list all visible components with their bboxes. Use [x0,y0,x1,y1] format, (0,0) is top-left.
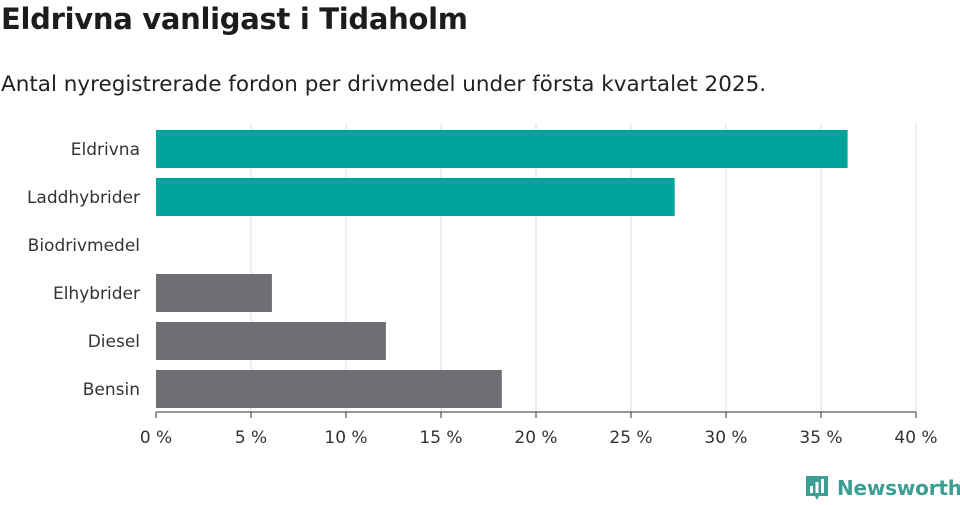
x-tick-label: 20 % [514,428,557,448]
category-label: Diesel [88,332,140,352]
bar-eldrivna [156,130,848,168]
category-label: Biodrivmedel [28,236,140,256]
chart-subtitle: Antal nyregistrerade fordon per drivmede… [1,72,767,97]
category-label: Eldrivna [71,140,140,160]
brand-name: Newsworthy [837,476,960,500]
category-label: Laddhybrider [27,188,140,208]
x-tick-label: 10 % [324,428,367,448]
chart-title: Eldrivna vanligast i Tidaholm [1,2,468,36]
x-tick-label: 25 % [609,428,652,448]
brand-logo: Newsworthy [804,474,960,502]
category-label: Elhybrider [53,284,140,304]
x-tick-label: 0 % [140,428,172,448]
bars [156,130,848,408]
bar-bensin [156,370,502,408]
x-tick-label: 15 % [419,428,462,448]
bar-diesel [156,322,386,360]
category-labels: Eldrivna Laddhybrider Biodrivmedel Elhybrid… [27,140,140,400]
bar-elhybrider [156,274,272,312]
x-tick-label: 5 % [235,428,267,448]
x-axis: 0 % 5 % 10 % 15 % 20 % 25 % 30 % 35 % 40 % [140,411,938,448]
gridlines [250,124,917,412]
category-label: Bensin [83,380,140,400]
bar-laddhybrider [156,178,675,216]
x-tick-label: 40 % [894,428,937,448]
bar-chart-icon [806,476,828,500]
x-tick-label: 35 % [799,428,842,448]
x-tick-label: 30 % [704,428,747,448]
